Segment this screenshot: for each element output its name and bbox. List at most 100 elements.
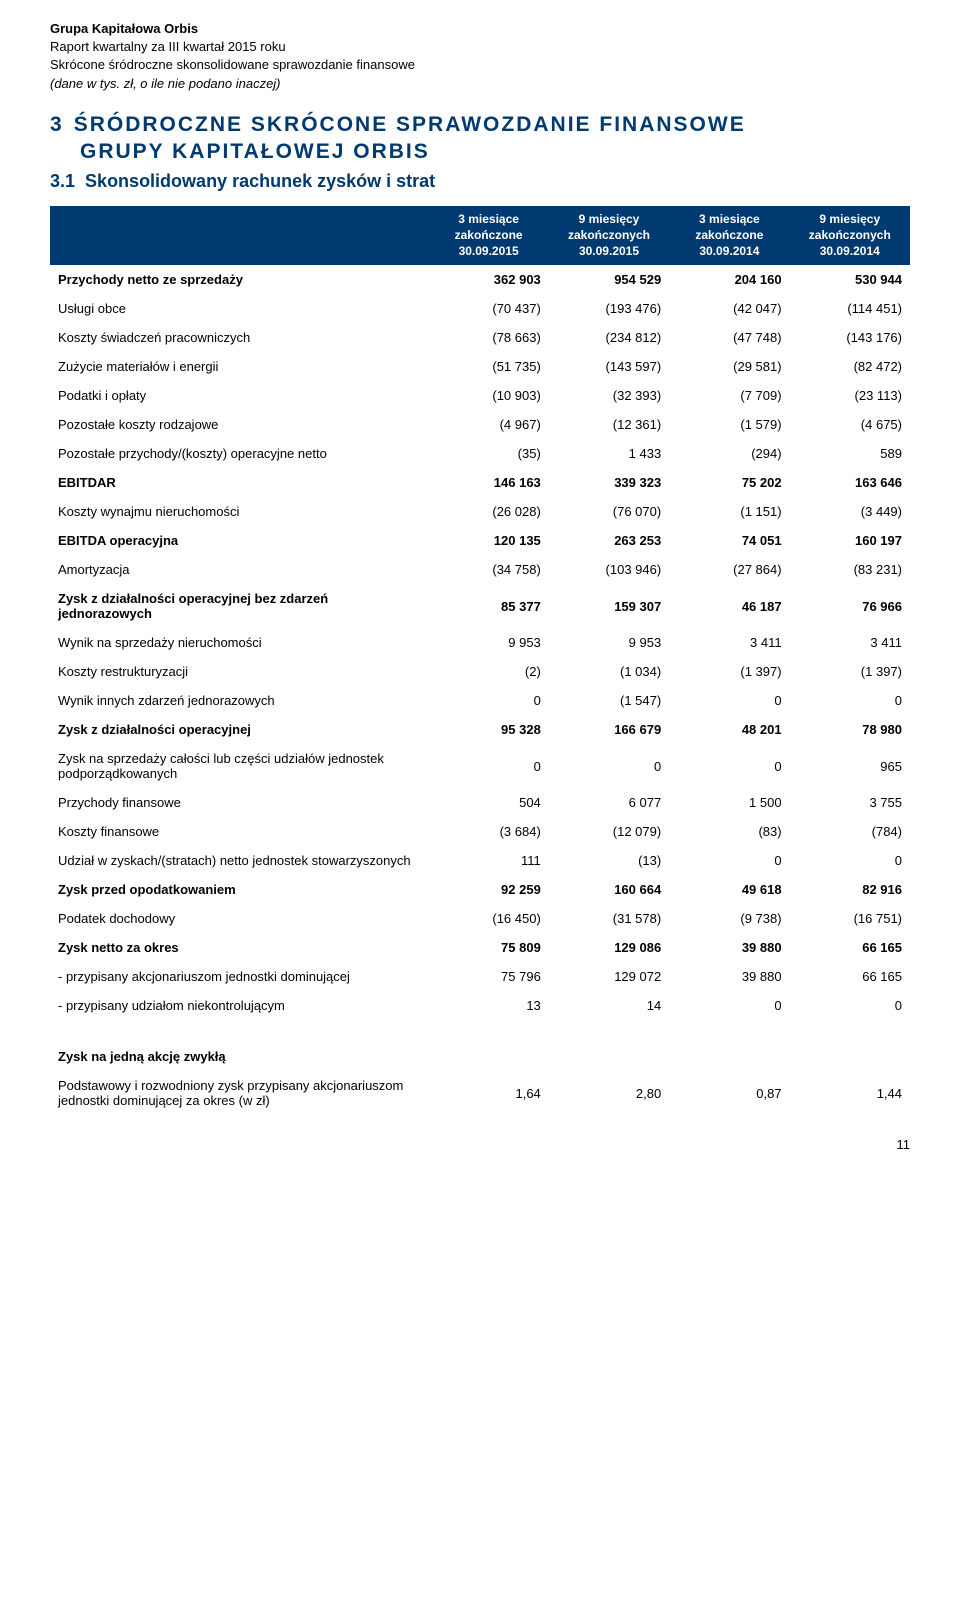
row-value: 504 — [428, 788, 548, 817]
row-value: 74 051 — [669, 526, 789, 555]
row-value: 0 — [669, 686, 789, 715]
row-value: (1 151) — [669, 497, 789, 526]
row-value: (784) — [790, 817, 910, 846]
col-header-period3: 3 miesiące zakończone 30.09.2014 — [669, 206, 789, 265]
row-value: 166 679 — [549, 715, 669, 744]
row-label: EBITDA operacyjna — [50, 526, 428, 555]
header-statement-type: Skrócone śródroczne skonsolidowane spraw… — [50, 56, 910, 74]
row-value: 159 307 — [549, 584, 669, 628]
section-title: 3ŚRÓDROCZNE SKRÓCONE SPRAWOZDANIE FINANS… — [50, 111, 910, 166]
row-value: 66 165 — [790, 962, 910, 991]
table-row: Pozostałe przychody/(koszty) operacyjne … — [50, 439, 910, 468]
subsection-label: Skonsolidowany rachunek zysków i strat — [85, 171, 435, 191]
table-row: Koszty restrukturyzacji(2)(1 034)(1 397)… — [50, 657, 910, 686]
row-value: (143 597) — [549, 352, 669, 381]
header-company: Grupa Kapitałowa Orbis — [50, 20, 910, 38]
row-value: 0 — [428, 686, 548, 715]
eps-v1: 1,64 — [428, 1071, 548, 1115]
table-row: Wynik na sprzedaży nieruchomości9 9539 9… — [50, 628, 910, 657]
row-value: 129 086 — [549, 933, 669, 962]
row-value: 39 880 — [669, 933, 789, 962]
row-label: Zysk na sprzedaży całości lub części udz… — [50, 744, 428, 788]
row-label: Zysk z działalności operacyjnej — [50, 715, 428, 744]
eps-heading: Zysk na jedną akcję zwykłą — [50, 1042, 428, 1071]
page-number: 11 — [50, 1137, 910, 1152]
row-value: (1 547) — [549, 686, 669, 715]
row-value: (78 663) — [428, 323, 548, 352]
table-row: Zysk przed opodatkowaniem92 259160 66449… — [50, 875, 910, 904]
eps-label: Podstawowy i rozwodniony zysk przypisany… — [50, 1071, 428, 1115]
subsection-title: 3.1 Skonsolidowany rachunek zysków i str… — [50, 171, 910, 192]
row-value: 46 187 — [669, 584, 789, 628]
row-value: 6 077 — [549, 788, 669, 817]
row-value: 78 980 — [790, 715, 910, 744]
row-value: (193 476) — [549, 294, 669, 323]
row-value: (12 361) — [549, 410, 669, 439]
table-row: Przychody netto ze sprzedaży362 903954 5… — [50, 265, 910, 294]
col-header-period2: 9 miesięcy zakończonych 30.09.2015 — [549, 206, 669, 265]
row-value: (114 451) — [790, 294, 910, 323]
row-value: 0 — [669, 744, 789, 788]
table-header-row: 3 miesiące zakończone 30.09.2015 9 miesi… — [50, 206, 910, 265]
row-value: (76 070) — [549, 497, 669, 526]
row-label: - przypisany udziałom niekontrolującym — [50, 991, 428, 1020]
row-value: (294) — [669, 439, 789, 468]
row-label: Udział w zyskach/(stratach) netto jednos… — [50, 846, 428, 875]
row-value: 954 529 — [549, 265, 669, 294]
eps-heading-row: Zysk na jedną akcję zwykłą — [50, 1042, 910, 1071]
row-value: (7 709) — [669, 381, 789, 410]
row-value: (70 437) — [428, 294, 548, 323]
row-label: Koszty świadczeń pracowniczych — [50, 323, 428, 352]
row-value: 146 163 — [428, 468, 548, 497]
row-value: 160 664 — [549, 875, 669, 904]
row-value: (234 812) — [549, 323, 669, 352]
row-value: (26 028) — [428, 497, 548, 526]
row-label: Przychody netto ze sprzedaży — [50, 265, 428, 294]
row-value: (83 231) — [790, 555, 910, 584]
row-value: 204 160 — [669, 265, 789, 294]
row-label: Koszty restrukturyzacji — [50, 657, 428, 686]
header-report-title: Raport kwartalny za III kwartał 2015 rok… — [50, 38, 910, 56]
eps-v2: 2,80 — [549, 1071, 669, 1115]
row-value: 39 880 — [669, 962, 789, 991]
row-value: (23 113) — [790, 381, 910, 410]
row-value: 965 — [790, 744, 910, 788]
row-value: (4 675) — [790, 410, 910, 439]
row-value: (13) — [549, 846, 669, 875]
table-row: Zysk na sprzedaży całości lub części udz… — [50, 744, 910, 788]
table-row: Podatki i opłaty(10 903)(32 393)(7 709)(… — [50, 381, 910, 410]
row-value: 95 328 — [428, 715, 548, 744]
row-value: 111 — [428, 846, 548, 875]
row-value: (83) — [669, 817, 789, 846]
row-value: (32 393) — [549, 381, 669, 410]
table-row: Usługi obce(70 437)(193 476)(42 047)(114… — [50, 294, 910, 323]
eps-v3: 0,87 — [669, 1071, 789, 1115]
row-value: 13 — [428, 991, 548, 1020]
row-label: Przychody finansowe — [50, 788, 428, 817]
subsection-number: 3.1 — [50, 171, 75, 191]
row-value: 9 953 — [428, 628, 548, 657]
row-value: 76 966 — [790, 584, 910, 628]
table-row: Amortyzacja(34 758)(103 946)(27 864)(83 … — [50, 555, 910, 584]
row-value: 362 903 — [428, 265, 548, 294]
row-label: Zużycie materiałów i energii — [50, 352, 428, 381]
row-value: 0 — [790, 686, 910, 715]
row-label: Zysk z działalności operacyjnej bez zdar… — [50, 584, 428, 628]
row-label: Koszty finansowe — [50, 817, 428, 846]
header-units-note: (dane w tys. zł, o ile nie podano inacze… — [50, 75, 910, 93]
table-row: Zysk z działalności operacyjnej bez zdar… — [50, 584, 910, 628]
row-value: (31 578) — [549, 904, 669, 933]
row-value: 120 135 — [428, 526, 548, 555]
row-value: 3 755 — [790, 788, 910, 817]
row-value: 0 — [790, 991, 910, 1020]
row-value: 82 916 — [790, 875, 910, 904]
section-title-line1: ŚRÓDROCZNE SKRÓCONE SPRAWOZDANIE FINANSO… — [74, 113, 746, 136]
eps-table: Zysk na jedną akcję zwykłą Podstawowy i … — [50, 1042, 910, 1115]
row-value: (2) — [428, 657, 548, 686]
row-value: (51 735) — [428, 352, 548, 381]
row-value: (27 864) — [669, 555, 789, 584]
income-statement-table: 3 miesiące zakończone 30.09.2015 9 miesi… — [50, 206, 910, 1020]
row-value: (3 684) — [428, 817, 548, 846]
row-value: 163 646 — [790, 468, 910, 497]
row-value: (12 079) — [549, 817, 669, 846]
